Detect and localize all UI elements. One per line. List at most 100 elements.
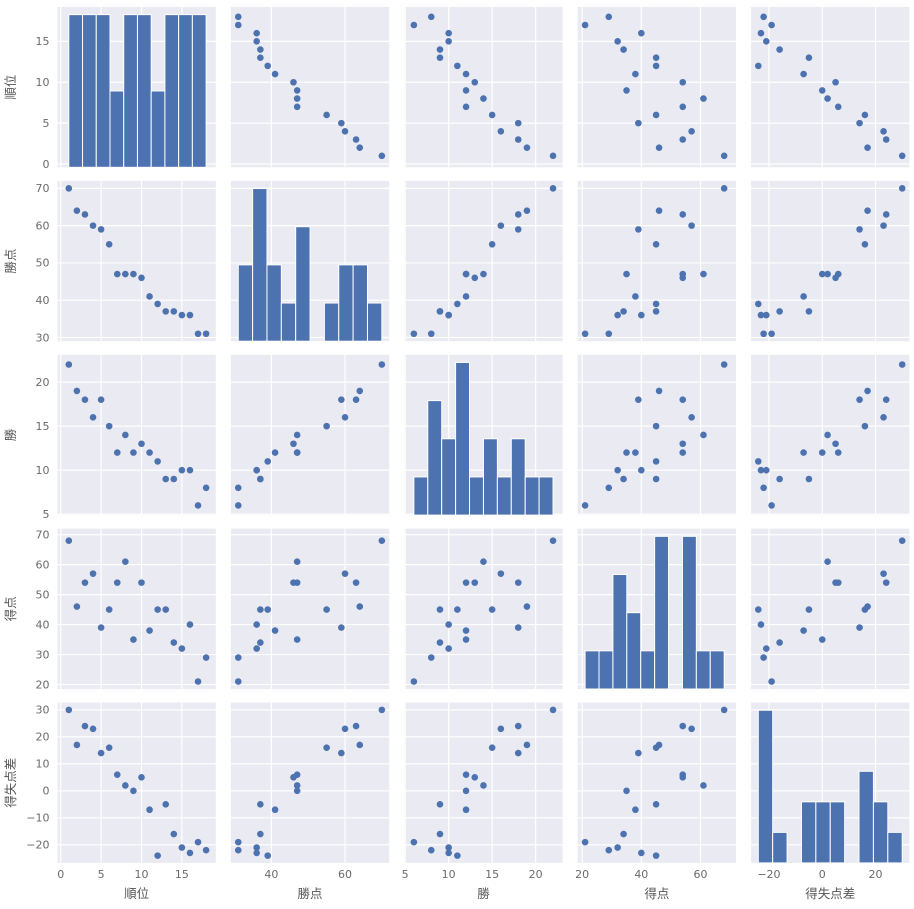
panel-background	[404, 528, 563, 689]
data-point	[113, 579, 121, 586]
data-point	[138, 579, 145, 586]
data-point	[146, 293, 153, 300]
histogram-bar	[191, 14, 207, 168]
histogram-bar	[482, 438, 498, 516]
subplot-1-4	[577, 7, 736, 168]
data-point	[178, 844, 186, 851]
data-point	[620, 475, 627, 483]
histogram-bar	[772, 831, 788, 864]
data-point	[462, 293, 470, 300]
data-point	[264, 458, 272, 465]
subplot-2-4	[577, 180, 736, 342]
data-point	[620, 308, 627, 315]
data-point	[234, 678, 242, 685]
subplot-2-1: 30 40 50 60 70 勝点	[3, 180, 216, 344]
data-point	[271, 449, 279, 456]
subplot-3-4	[577, 354, 736, 516]
data-point	[130, 636, 137, 643]
data-point	[253, 29, 260, 37]
histogram-bar	[815, 801, 831, 864]
data-point	[338, 396, 345, 404]
data-point	[445, 311, 452, 319]
data-point	[523, 207, 531, 215]
data-point	[323, 422, 330, 430]
data-point	[436, 46, 444, 53]
data-point	[652, 308, 660, 315]
data-point	[253, 38, 260, 45]
data-point	[679, 396, 687, 404]
data-point	[253, 466, 260, 474]
data-point	[620, 46, 627, 53]
subplot-4-5	[751, 528, 910, 689]
x-tick-label: 5	[98, 868, 105, 881]
data-point	[352, 722, 360, 730]
histogram-bar	[136, 14, 152, 168]
data-point	[832, 579, 839, 586]
data-point	[81, 722, 89, 730]
data-point	[436, 308, 444, 315]
data-point	[445, 645, 452, 652]
data-point	[323, 111, 330, 119]
data-point	[65, 706, 73, 714]
data-point	[323, 606, 330, 613]
data-point	[880, 222, 887, 229]
data-point	[445, 844, 452, 851]
data-point	[81, 579, 89, 586]
data-point	[776, 475, 783, 483]
data-point	[488, 111, 496, 119]
data-point	[162, 308, 170, 315]
data-point	[202, 846, 210, 854]
data-point	[97, 396, 105, 404]
data-point	[581, 21, 589, 29]
data-point	[614, 844, 621, 851]
subplot-4-2	[230, 528, 390, 689]
y-tick-label: 10	[36, 464, 50, 477]
y-tick-label: 50	[36, 257, 50, 270]
data-point	[122, 558, 129, 565]
data-point	[436, 830, 444, 838]
data-point	[146, 627, 153, 634]
y-tick-label: −10	[26, 812, 49, 825]
data-point	[581, 330, 589, 338]
data-point	[436, 639, 444, 646]
histogram-bar	[68, 14, 84, 168]
panel-background	[751, 180, 910, 342]
data-point	[264, 606, 272, 613]
histogram-bar	[524, 476, 540, 516]
data-point	[488, 240, 496, 248]
data-point	[113, 270, 121, 278]
data-point	[130, 270, 137, 278]
histogram-bar	[441, 438, 457, 516]
subplot-3-1: 5 10 15 20 勝	[3, 354, 216, 521]
data-point	[352, 136, 360, 143]
data-point	[757, 311, 765, 319]
data-point	[861, 606, 869, 613]
data-point	[293, 87, 301, 94]
y-tick-label: 10	[36, 76, 50, 89]
data-point	[471, 78, 479, 86]
data-point	[652, 852, 660, 859]
data-point	[818, 449, 826, 456]
histogram-bar	[709, 650, 725, 690]
data-point	[462, 579, 470, 586]
data-point	[720, 706, 728, 714]
data-point	[623, 270, 630, 278]
data-point	[257, 606, 264, 613]
data-point	[480, 782, 487, 789]
data-point	[178, 311, 186, 319]
data-point	[700, 270, 707, 278]
data-point	[341, 128, 349, 135]
data-point	[378, 361, 386, 368]
histogram-bar	[800, 801, 817, 864]
subplot-4-1: 20 30 40 50 60 70 得点	[3, 528, 216, 691]
panel-background	[577, 702, 736, 863]
data-point	[605, 484, 613, 492]
data-point	[293, 431, 301, 439]
histogram-bar	[338, 264, 354, 342]
data-point	[445, 849, 452, 857]
data-point	[497, 128, 505, 135]
data-point	[105, 422, 113, 430]
data-point	[154, 606, 161, 613]
data-point	[162, 475, 170, 483]
data-point	[652, 475, 660, 483]
